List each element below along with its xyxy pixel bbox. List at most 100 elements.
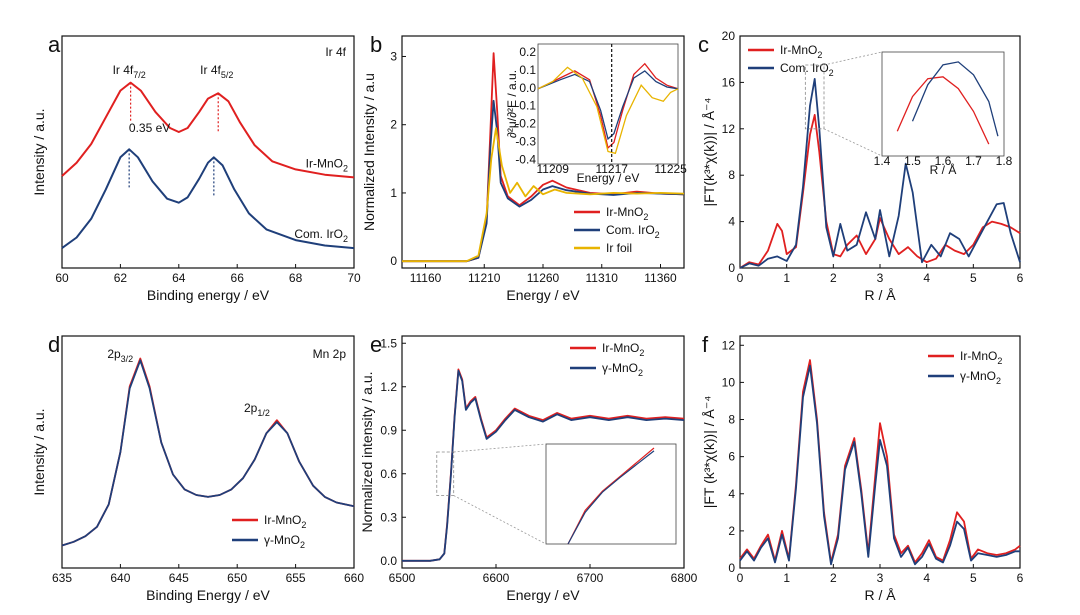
x-tick-label: 5 <box>970 571 977 585</box>
series-line-Com. IrO2 <box>402 99 685 263</box>
inset-y-tick: -0.4 <box>515 152 536 166</box>
x-tick-label: 66 <box>231 271 245 285</box>
legend-entry: Ir-MnO2 <box>780 43 822 60</box>
inset-line <box>567 450 655 545</box>
x-tick-label: 2 <box>830 271 837 285</box>
x-tick-label: 655 <box>286 571 306 585</box>
x-tick-label: 70 <box>347 271 361 285</box>
inset-x-label: Energy / eV <box>577 171 640 185</box>
x-tick-label: 4 <box>923 571 930 585</box>
y-tick-label: 12 <box>722 338 736 352</box>
y-tick-label: 0.0 <box>380 554 397 568</box>
corner-label: Mn 2p <box>313 347 347 361</box>
y-tick-label: 8 <box>728 413 735 427</box>
plot-frame <box>61 335 355 569</box>
inset-frame <box>881 51 1005 157</box>
x-tick-label: 635 <box>52 571 72 585</box>
inset-line <box>537 66 679 155</box>
x-tick-label: 11160 <box>410 271 442 285</box>
inset-x-tick: 11217 <box>595 162 628 176</box>
legend-entry: Com. IrO2 <box>780 61 834 78</box>
y-axis-label: Normalized intensity / a.u. <box>359 371 375 532</box>
series-line-γ-MnO2 <box>61 359 355 547</box>
inset-line <box>537 70 679 141</box>
x-tick-label: 11360 <box>644 271 677 285</box>
x-tick-label: 1 <box>783 571 790 585</box>
y-tick-label: 8 <box>728 168 735 182</box>
y-tick-label: 16 <box>722 75 736 89</box>
plot-frame <box>401 335 685 569</box>
inset-frame <box>537 43 679 165</box>
inset-line <box>537 62 679 150</box>
inset-x-tick: 11209 <box>536 162 569 176</box>
inset-x-tick: 11225 <box>654 162 687 176</box>
x-tick-label: 68 <box>289 271 303 285</box>
inset-x-tick: 1.7 <box>965 154 982 168</box>
y-tick-label: 1 <box>390 186 397 200</box>
panel-letter-e: e <box>370 332 382 357</box>
inset-line <box>567 447 655 545</box>
panel-d: 635 640 645 650 655 660 Binding Energy / eV Int… <box>31 332 364 603</box>
inset-y-tick: 0.1 <box>519 63 536 77</box>
y-tick-label: 1.2 <box>380 380 397 394</box>
inset-y-tick: 0.0 <box>519 81 536 95</box>
x-tick-label: 6 <box>1017 271 1024 285</box>
y-tick-label: 0 <box>728 561 735 575</box>
inset-line <box>911 61 999 137</box>
series-line-Ir foil <box>402 127 685 263</box>
inset-y-tick: -0.3 <box>515 135 536 149</box>
y-tick-label: 0 <box>728 261 735 275</box>
legend-entry: Ir-MnO2 <box>602 341 644 358</box>
legend-entry: Ir-MnO2 <box>606 205 648 222</box>
x-tick-label: 62 <box>114 271 128 285</box>
y-tick-label: 0.6 <box>380 467 397 481</box>
y-tick-label: 6 <box>728 450 735 464</box>
series-line-Com. IrO2 <box>61 148 355 250</box>
zoom-connector <box>823 51 883 66</box>
y-tick-label: 10 <box>722 375 736 389</box>
legend-entry: γ-MnO2 <box>960 369 1001 386</box>
panel-letter-c: c <box>698 32 709 57</box>
x-tick-label: 6700 <box>577 571 604 585</box>
x-tick-label: 0 <box>737 571 744 585</box>
zoom-connector <box>453 443 547 453</box>
zoom-connector <box>453 495 547 545</box>
peak-label: 2p1/2 <box>244 401 270 418</box>
series-line-Ir-MnO2 <box>739 114 1021 269</box>
x-tick-label: 6800 <box>671 571 698 585</box>
panel-letter-f: f <box>702 332 709 357</box>
y-axis-label: Intensity / a.u. <box>31 108 47 195</box>
series-line-Ir-MnO2 <box>739 359 1021 564</box>
y-axis-label: |FT (k³*χ(k))| / Å⁻⁴ <box>701 396 717 509</box>
y-tick-label: 1.5 <box>380 336 397 350</box>
y-tick-label: 4 <box>728 215 735 229</box>
x-tick-label: 650 <box>227 571 247 585</box>
inset-x-label: R / Å <box>930 162 957 177</box>
x-axis-label: R / Å <box>864 587 896 603</box>
shift-label: 0.35 eV <box>129 121 170 135</box>
inset-y-tick: 0.2 <box>519 45 536 59</box>
x-tick-label: 3 <box>877 271 884 285</box>
x-axis-label: Binding Energy / eV <box>146 587 270 603</box>
series-label: Ir-MnO2 <box>306 156 348 173</box>
y-tick-label: 0.9 <box>380 423 397 437</box>
legend-entry: Ir-MnO2 <box>960 349 1002 366</box>
x-tick-label: 11210 <box>468 271 501 285</box>
legend-entry: γ-MnO2 <box>602 361 643 378</box>
legend-entry: γ-MnO2 <box>264 533 305 550</box>
peak-label: 2p3/2 <box>107 347 133 364</box>
panel-e: 6500 6600 6700 6800 0.0 0.3 0.6 0.9 1.2 1.5 Energy… <box>359 332 698 603</box>
series-line-γ-MnO2 <box>739 364 1020 566</box>
plot-frame <box>61 35 355 269</box>
peak-label: Ir 4f5/2 <box>200 63 233 80</box>
series-label: Com. IrO2 <box>294 227 348 244</box>
series-line-Com. IrO2 <box>739 78 1021 269</box>
inset-y-label: ∂²μ/∂²E / a.u. <box>505 70 519 138</box>
zoom-region <box>804 64 825 130</box>
corner-label: Ir 4f <box>325 45 346 59</box>
inset-x-tick: 1.5 <box>904 154 921 168</box>
x-tick-label: 5 <box>970 271 977 285</box>
